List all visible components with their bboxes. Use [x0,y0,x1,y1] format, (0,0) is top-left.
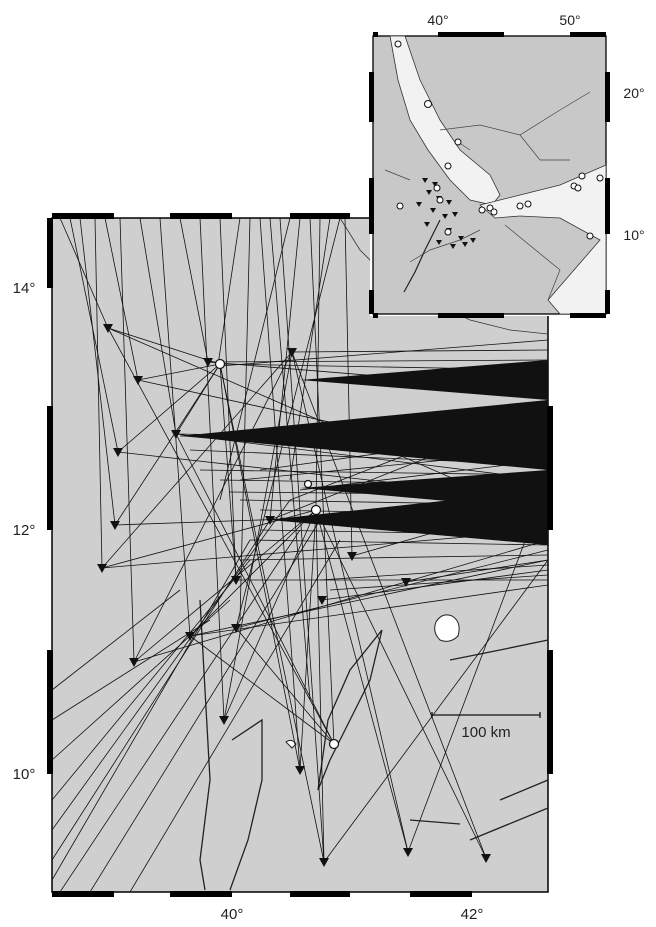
ray-paths [51,217,549,893]
inset-gulf-of-aden [479,164,607,315]
inset-lon-label-50: 50° [559,12,580,28]
station-marker [110,521,120,530]
inset-lon-label-40: 40° [427,12,448,28]
event-marker [328,738,340,750]
scale-bar: 100 km [431,712,541,741]
lat-label-10: 10° [13,766,36,783]
event-marker [303,479,313,489]
station-marker [265,516,275,525]
station-marker [401,578,411,587]
station-marker [185,632,195,641]
lon-label-42: 42° [461,906,484,923]
stations [97,324,491,867]
station-marker [219,716,229,725]
station-marker [319,858,329,867]
main-map: 100 km 14° 12° 10° 40° 42° [13,213,553,923]
inset-lat-label-10: 10° [623,227,644,243]
station-marker [129,658,139,667]
station-marker [103,324,113,333]
station-marker [287,348,297,357]
inset-rift [403,219,441,293]
event-marker [214,358,226,370]
inset-lat-label-20: 20° [623,85,644,101]
lon-label-40: 40° [221,906,244,923]
station-marker [231,624,241,633]
station-marker [481,854,491,863]
station-marker [347,552,357,561]
event-marker [310,504,322,516]
scale-bar-label: 100 km [461,724,510,741]
station-marker [203,358,213,367]
inset-events [394,40,604,240]
station-marker [113,448,123,457]
lat-label-14: 14° [13,280,36,297]
ray-fan-dense [180,360,548,545]
station-marker [171,430,181,439]
lat-label-12: 12° [13,522,36,539]
station-marker [295,766,305,775]
station-marker [317,596,327,605]
main-map-frame [47,213,553,897]
station-marker [133,376,143,385]
events [214,358,340,750]
station-marker [403,848,413,857]
island-shape [434,614,460,642]
main-map-land [51,217,549,893]
lake-shape [285,739,297,749]
station-marker [97,564,107,573]
fault-lines [199,599,549,891]
inset-red-sea [389,35,501,206]
inset-frame [369,32,610,318]
station-marker [231,576,241,585]
inset-map: 40° 50° 20° 10° [369,12,645,318]
